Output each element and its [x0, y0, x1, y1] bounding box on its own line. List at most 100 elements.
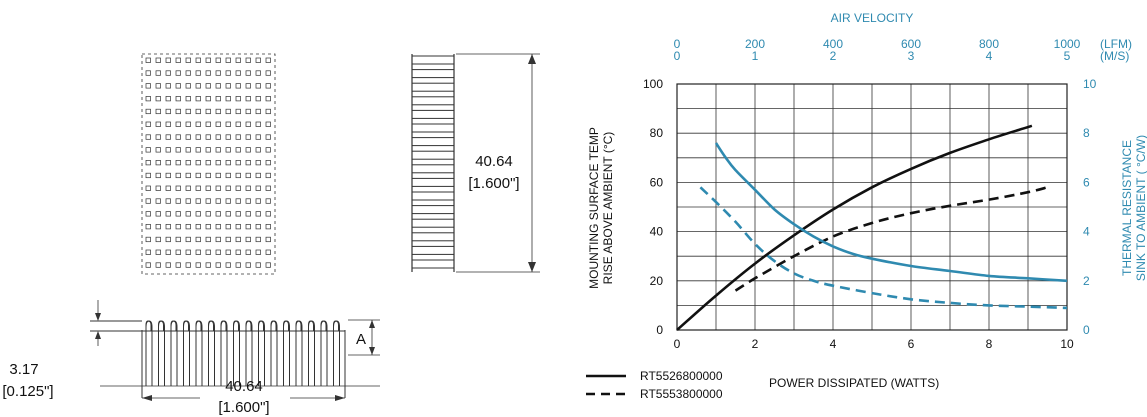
pin: [255, 249, 261, 255]
pin: [165, 236, 171, 243]
pin: [265, 160, 271, 166]
pin: [225, 236, 231, 243]
pin: [195, 249, 201, 255]
pin: [165, 249, 171, 255]
pin: [195, 172, 201, 179]
pin: [155, 198, 161, 204]
pin: [165, 198, 171, 204]
pin: [255, 121, 261, 127]
front-fin-outline: [333, 320, 340, 386]
top-tick-lfm: 400: [823, 37, 843, 51]
pin: [195, 83, 201, 89]
heatsink-side-view: 40.64 [1.600"]: [411, 53, 540, 273]
front-fin-outline: [233, 320, 240, 386]
pin: [265, 224, 271, 230]
pin: [215, 262, 221, 268]
pin: [215, 70, 221, 76]
pin: [235, 121, 241, 127]
pin: [145, 121, 151, 127]
pin: [255, 57, 261, 63]
series-line-1: [676, 124, 1033, 331]
pin: [245, 83, 251, 89]
pin: [265, 262, 271, 268]
pin: [195, 224, 201, 230]
legend-label-solid: RT5526800000: [640, 369, 723, 383]
pin: [175, 236, 181, 243]
pin: [205, 83, 211, 89]
pin: [255, 172, 261, 179]
pin: [165, 185, 171, 191]
pin: [225, 96, 231, 102]
pin: [225, 57, 231, 63]
top-unit-lfm: (LFM): [1100, 37, 1132, 51]
pin: [235, 198, 241, 204]
pin: [235, 147, 241, 153]
pin: [185, 121, 191, 127]
pin: [165, 96, 171, 102]
front-fin-outline: [158, 320, 165, 386]
pin: [205, 262, 211, 268]
pin: [265, 185, 271, 191]
pin: [155, 134, 161, 140]
y-tick-label: 80: [650, 126, 664, 140]
pin: [225, 83, 231, 89]
pin: [145, 185, 151, 191]
front-fin-outline: [258, 320, 265, 386]
pin: [225, 211, 231, 217]
pin: [255, 108, 261, 115]
series-line-4: [699, 186, 1068, 310]
fin-height-label: A: [356, 331, 366, 348]
x-tick-label: 2: [752, 337, 759, 351]
pin: [185, 147, 191, 153]
pin: [205, 147, 211, 153]
pin: [235, 96, 241, 102]
pin: [205, 249, 211, 255]
pin: [155, 185, 161, 191]
x-tick-label: 10: [1060, 337, 1074, 351]
pin: [155, 147, 161, 153]
y2-axis-label-line2: SINK TO AMBIENT ( °C/W): [1134, 135, 1147, 281]
pin: [245, 160, 251, 166]
pin: [175, 198, 181, 204]
pin: [265, 121, 271, 127]
pin: [195, 160, 201, 166]
front-fin-outline: [295, 320, 303, 386]
pin: [155, 160, 161, 166]
pin: [225, 121, 231, 127]
series-line-2: [734, 186, 1048, 292]
pin: [175, 172, 181, 179]
pin: [155, 96, 161, 102]
top-tick-ms: 3: [908, 49, 915, 63]
pin: [245, 96, 251, 102]
width-dim-mm: 40.64: [225, 378, 263, 395]
pin: [225, 262, 231, 268]
pin: [245, 198, 251, 204]
height-dim-mm: 40.64: [475, 153, 513, 170]
legend-label-dashed: RT5553800000: [640, 387, 723, 401]
pin: [185, 224, 191, 230]
pin: [235, 211, 241, 217]
pin: [225, 147, 231, 153]
top-tick-lfm: 0: [674, 37, 681, 51]
pin: [205, 96, 211, 102]
base-dim-mm: 3.17: [9, 361, 38, 378]
pin: [265, 172, 271, 179]
y2-tick-label: 8: [1083, 126, 1090, 140]
front-fin-outline: [320, 320, 328, 386]
pin: [165, 121, 171, 127]
pin: [195, 121, 201, 127]
pin: [215, 147, 221, 153]
pin: [245, 211, 251, 217]
y-tick-label: 100: [643, 77, 663, 91]
pin: [255, 83, 261, 89]
top-tick-lfm: 800: [979, 37, 999, 51]
pin: [265, 198, 271, 204]
x-tick-label: 0: [674, 337, 681, 351]
pin: [245, 147, 251, 153]
heatsink-front-view: 3.17 [0.125"] A 40.64 [1.600"]: [2, 300, 380, 416]
front-fin-outline: [270, 320, 278, 386]
pin: [255, 262, 261, 268]
pin: [155, 57, 161, 63]
top-tick-lfm: 600: [901, 37, 921, 51]
pin: [195, 108, 201, 115]
